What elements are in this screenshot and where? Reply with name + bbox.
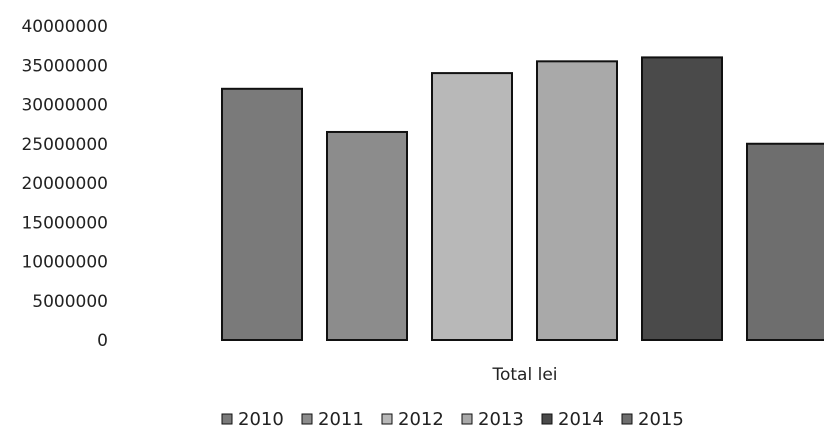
legend-label-2010: 2010 — [238, 409, 284, 430]
legend-swatch-2014 — [541, 413, 553, 425]
bar-2011 — [326, 130, 408, 341]
legend-swatch-2012 — [381, 413, 393, 425]
legend-label-2011: 2011 — [318, 409, 364, 430]
category-label: Total lei — [491, 365, 557, 385]
y-tick-label: 10000000 — [21, 253, 108, 273]
bar-2013 — [536, 60, 618, 341]
y-tick-label: 25000000 — [21, 135, 108, 155]
legend: 2010 2011 2012 2013 2014 2015 — [221, 409, 684, 430]
y-tick-label: 15000000 — [21, 213, 108, 233]
x-axis: Total lei — [491, 365, 557, 385]
bar-2012 — [431, 72, 513, 341]
legend-label-2015: 2015 — [638, 409, 684, 430]
y-tick-label: 35000000 — [21, 56, 108, 76]
y-tick-label: 0 — [97, 331, 108, 351]
legend-swatch-2011 — [301, 413, 313, 425]
legend-swatch-2010 — [221, 413, 233, 425]
legend-swatch-2013 — [461, 413, 473, 425]
y-axis: 0 5000000 10000000 15000000 20000000 25000000… — [21, 17, 108, 351]
legend-label-2014: 2014 — [558, 409, 604, 430]
legend-swatch-2015 — [621, 413, 633, 425]
legend-label-2012: 2012 — [398, 409, 444, 430]
y-tick-label: 40000000 — [21, 17, 108, 37]
bar-2010 — [221, 87, 303, 341]
bar-2015 — [746, 142, 824, 341]
y-tick-label: 20000000 — [21, 174, 108, 194]
bars — [221, 56, 824, 342]
y-tick-label: 5000000 — [32, 292, 108, 312]
bar-2014 — [641, 56, 723, 342]
legend-label-2013: 2013 — [478, 409, 524, 430]
y-tick-label: 30000000 — [21, 96, 108, 116]
